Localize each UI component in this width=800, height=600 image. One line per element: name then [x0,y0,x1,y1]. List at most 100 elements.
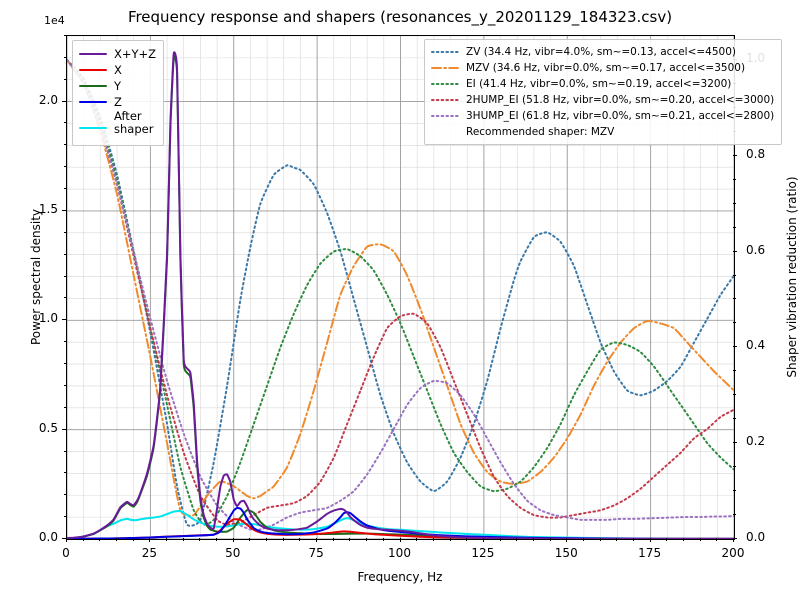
tick-mark [63,406,66,408]
tick-mark [733,370,736,372]
legend-label: 3HUMP_EI (61.8 Hz, vibr=0.0%, sm~=0.21, … [466,110,775,122]
legend-shapers[interactable]: ZV (34.4 Hz, vibr=4.0%, sm~=0.13, accel<… [424,39,783,145]
tick-mark [63,297,66,299]
tick-mark [682,538,684,541]
tick-mark [599,538,601,541]
y-tick-label: 2.0 [38,92,58,107]
legend-label: MZV (34.6 Hz, vibr=0.0%, sm~=0.17, accel… [466,62,746,74]
tick-mark [63,253,66,255]
legend-label: X [114,63,122,77]
tick-mark [62,538,66,539]
tick-mark [132,538,134,541]
tick-mark [733,178,736,180]
tick-mark [733,442,737,444]
tick-mark [63,472,66,474]
shaper-curve-zv [67,58,734,527]
tick-mark [733,538,734,542]
y-tick-label: 1.0 [38,311,58,326]
tick-mark [63,122,66,124]
x-tick-label: 50 [225,546,241,560]
legend-label: X+Y+Z [114,47,157,61]
legend-line-swatch-icon [79,96,107,108]
tick-mark [616,538,618,541]
tick-mark [199,538,201,541]
tick-mark [582,538,584,541]
tick-mark [716,538,718,541]
tick-mark [382,538,384,541]
legend-line-swatch-icon [79,64,107,76]
legend-item-psd[interactable]: After shaper [79,110,156,140]
secondary-y-tick-label: 0.0 [746,530,766,544]
tick-mark [699,538,701,541]
tick-mark [66,538,67,542]
tick-mark [549,538,551,541]
tick-mark [666,538,668,541]
legend-item-psd[interactable]: X+Y+Z [79,46,156,62]
tick-mark [466,538,468,541]
x-tick-label: 25 [141,546,158,560]
tick-mark [249,538,251,541]
tick-mark [299,538,301,541]
tick-mark [63,166,66,168]
shaper-curve-mzv [67,58,734,517]
tick-mark [733,154,737,156]
tick-mark [516,538,518,541]
tick-mark [416,538,418,541]
tick-mark [649,538,651,542]
tick-mark [432,538,434,541]
tick-mark [499,538,501,541]
tick-mark [482,538,484,542]
legend-line-swatch-icon [431,46,459,58]
secondary-y-axis-label: Shaper vibration reduction (ratio) [785,176,799,378]
legend-item-shaper-ei[interactable]: EI (41.4 Hz, vibr=0.0%, sm~=0.19, accel<… [431,76,774,92]
tick-mark [116,538,118,541]
tick-mark [349,538,351,541]
y-tick-label: 0.0 [38,530,58,544]
legend-item-psd[interactable]: Y [79,78,156,94]
tick-mark [316,538,318,542]
tick-mark [733,418,736,420]
tick-mark [63,144,66,146]
legend-item-shaper-2hump_ei[interactable]: 2HUMP_EI (51.8 Hz, vibr=0.0%, sm~=0.20, … [431,92,774,108]
legend-psd[interactable]: X+Y+Z X Y Z After shaper [72,40,165,146]
tick-mark [63,363,66,365]
legend-item-shaper-3hump_ei[interactable]: 3HUMP_EI (61.8 Hz, vibr=0.0%, sm~=0.21, … [431,108,774,124]
tick-mark [149,538,151,542]
tick-mark [63,188,66,190]
legend-line-swatch-icon [431,78,459,90]
x-axis-label: Frequency, Hz [357,570,443,584]
tick-mark [566,538,568,542]
tick-mark [632,538,634,541]
tick-mark [82,538,84,541]
legend-line-swatch-icon [431,94,459,106]
tick-mark [733,514,736,516]
tick-mark [62,100,66,102]
tick-mark [266,538,268,541]
secondary-y-tick-label: 0.4 [746,338,766,353]
tick-mark [63,35,66,36]
tick-mark [733,274,736,276]
legend-item-psd[interactable]: Z [79,94,156,110]
tick-mark [733,322,736,324]
tick-mark [733,490,736,492]
tick-mark [99,538,101,541]
legend-item-psd[interactable]: X [79,62,156,78]
tick-mark [63,516,66,518]
legend-item-shaper-zv[interactable]: ZV (34.4 Hz, vibr=4.0%, sm~=0.13, accel<… [431,44,774,60]
legend-label: EI (41.4 Hz, vibr=0.0%, sm~=0.19, accel<… [466,78,732,90]
secondary-y-tick-label: 0.8 [746,146,766,161]
y-axis-label: Power spectral density [29,208,43,346]
tick-mark [62,209,66,211]
shaper-curve-2hump_ei [67,58,734,526]
y-axis-offset-text: 1e4 [44,14,65,27]
legend-label: 2HUMP_EI (51.8 Hz, vibr=0.0%, sm~=0.20, … [466,94,775,106]
tick-mark [166,538,168,541]
tick-mark [216,538,218,541]
tick-mark [733,394,736,396]
legend-item-shaper-mzv[interactable]: MZV (34.6 Hz, vibr=0.0%, sm~=0.17, accel… [431,60,774,76]
tick-mark [733,250,737,252]
legend-line-swatch-icon [79,80,107,92]
tick-mark [63,494,66,496]
tick-mark [733,226,736,228]
tick-mark [62,319,66,321]
